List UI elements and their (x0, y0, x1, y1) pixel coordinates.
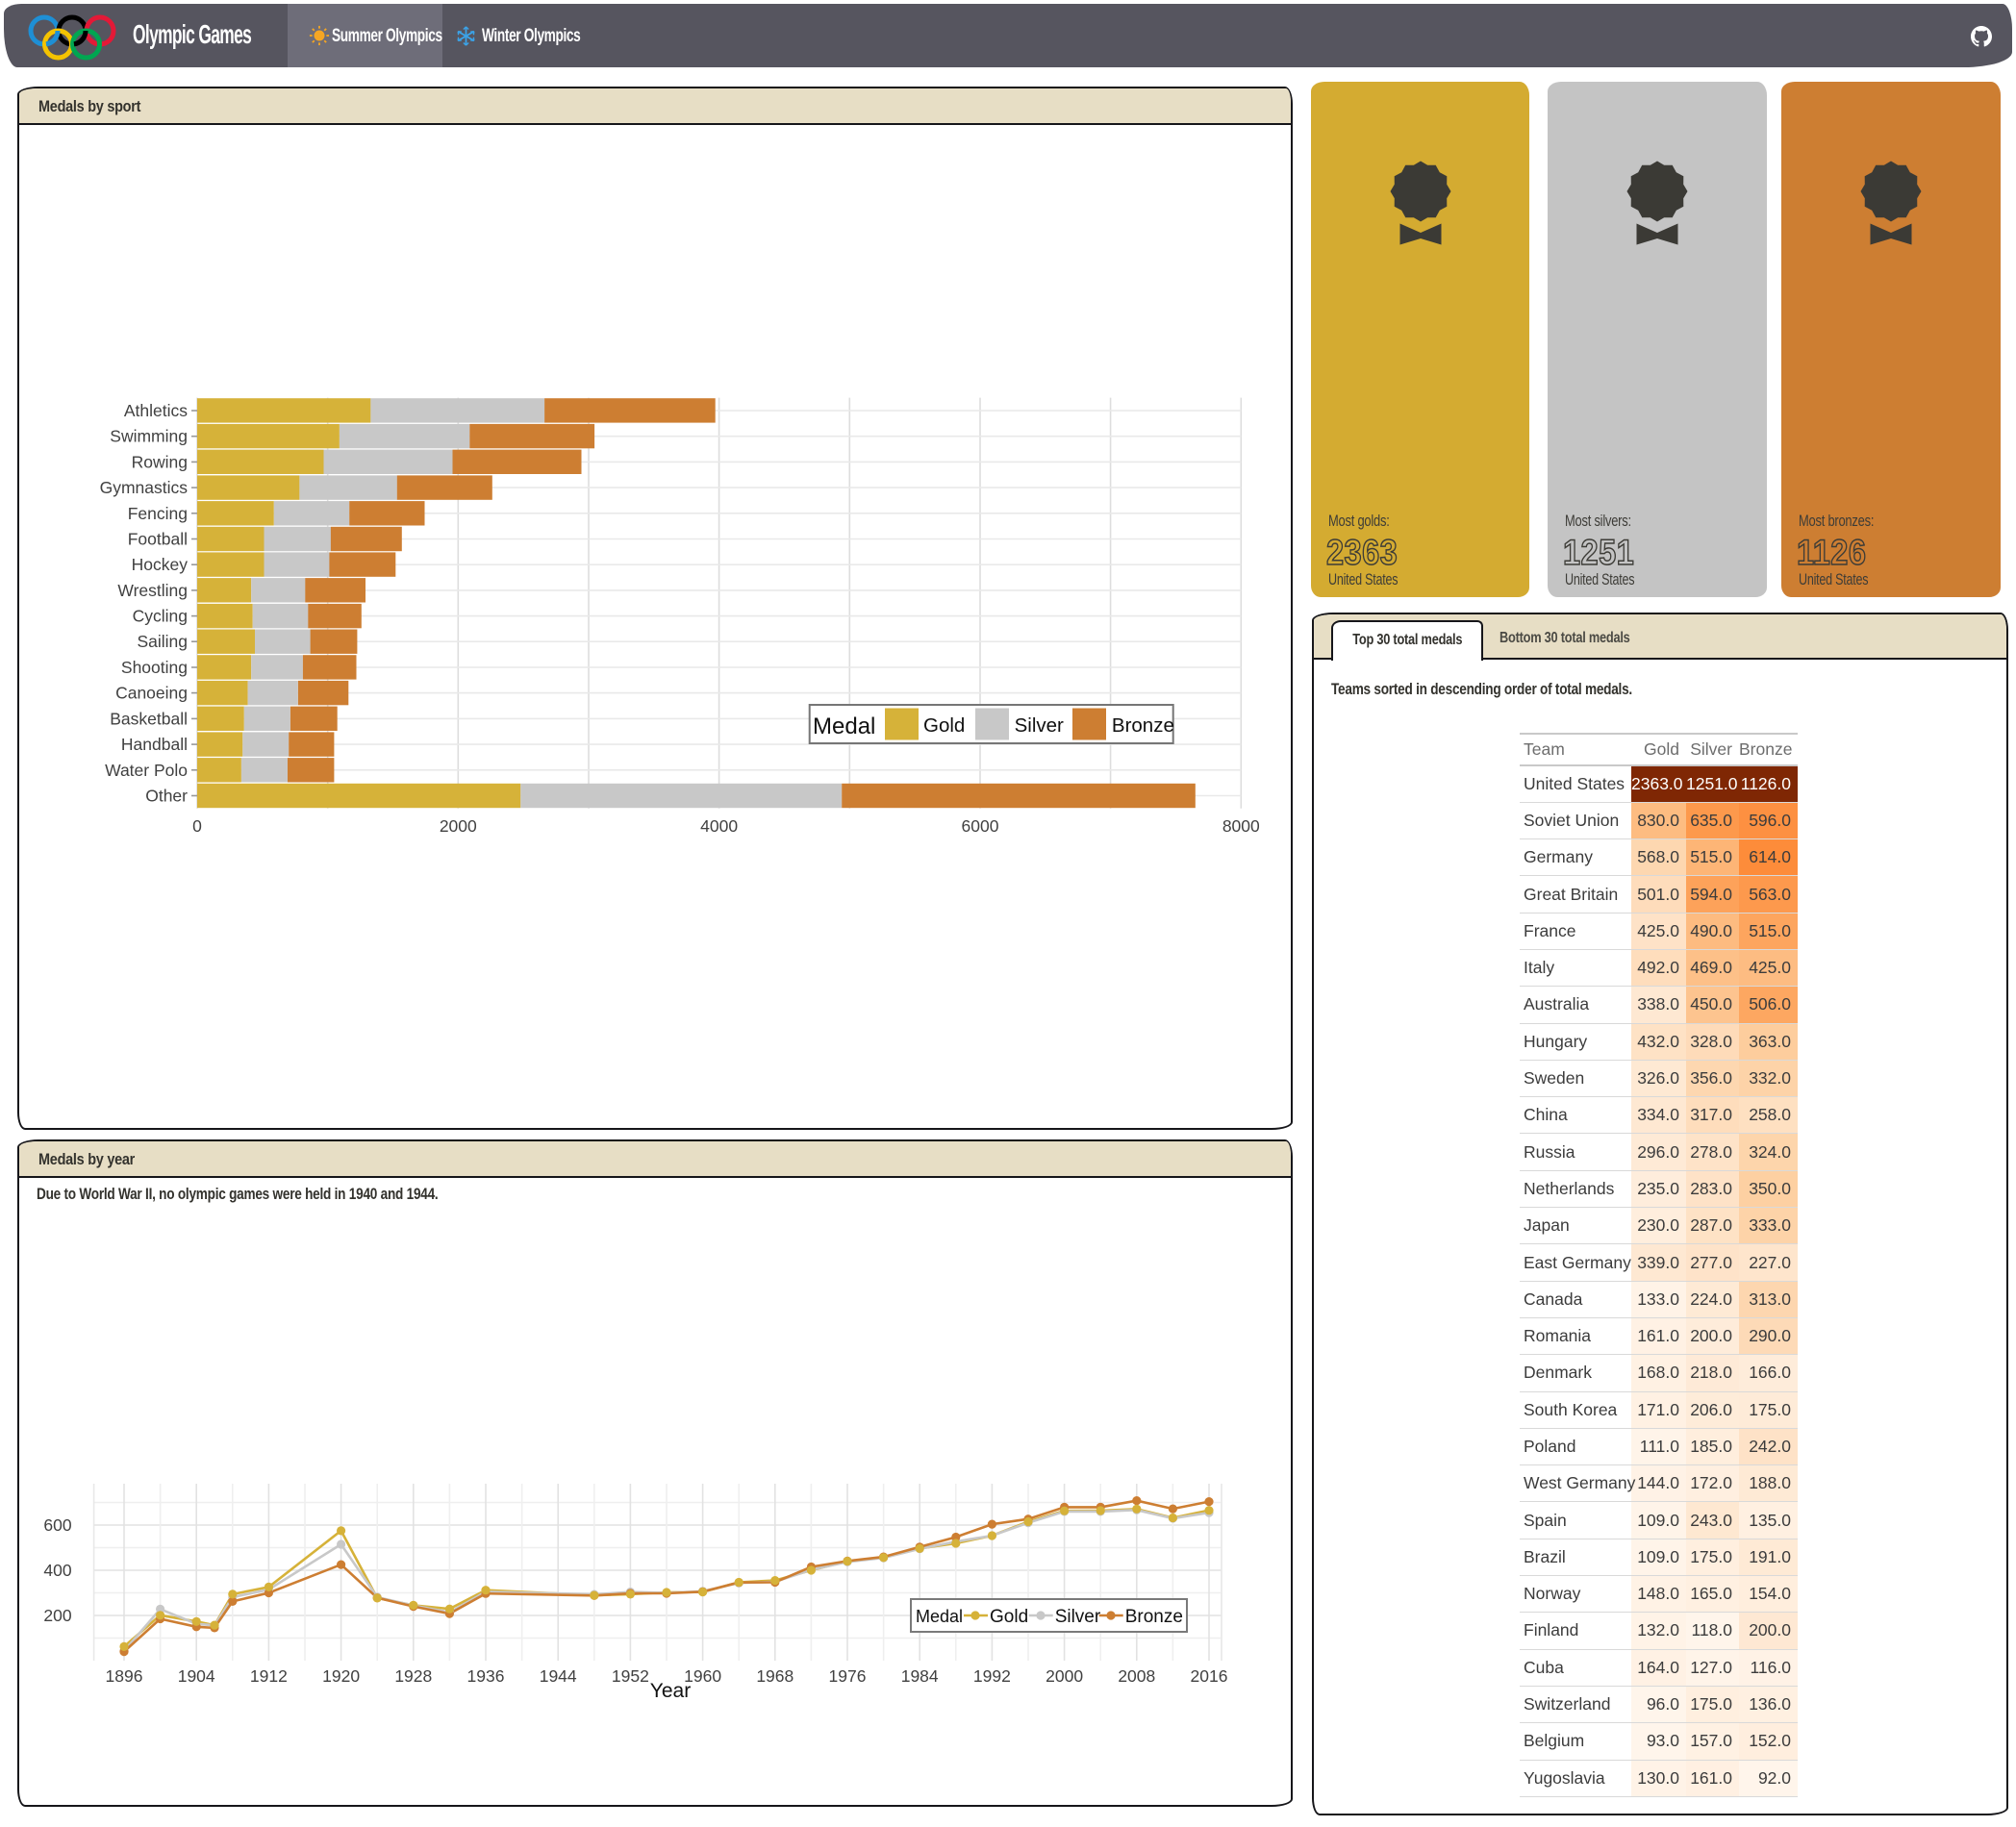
svg-text:1960: 1960 (684, 1666, 721, 1686)
svg-text:1928: 1928 (394, 1666, 432, 1686)
svg-text:Basketball: Basketball (110, 709, 188, 728)
svg-text:Water Polo: Water Polo (105, 761, 188, 780)
svg-text:4000: 4000 (700, 816, 738, 836)
svg-text:Fencing: Fencing (128, 504, 188, 523)
svg-text:Handball: Handball (121, 735, 188, 754)
svg-text:Rowing: Rowing (132, 452, 188, 471)
svg-text:0: 0 (192, 816, 202, 836)
svg-text:Gymnastics: Gymnastics (100, 478, 189, 497)
svg-text:Gold: Gold (923, 714, 965, 737)
svg-text:1904: 1904 (178, 1666, 215, 1686)
svg-text:1912: 1912 (250, 1666, 288, 1686)
svg-text:Sailing: Sailing (137, 632, 188, 651)
svg-text:1992: 1992 (973, 1666, 1011, 1686)
svg-text:1936: 1936 (467, 1666, 505, 1686)
svg-text:Silver: Silver (1055, 1607, 1101, 1627)
svg-text:8000: 8000 (1222, 816, 1260, 836)
svg-text:1952: 1952 (612, 1666, 649, 1686)
svg-text:600: 600 (43, 1515, 71, 1535)
svg-text:Year: Year (650, 1680, 691, 1702)
svg-text:Cycling: Cycling (133, 607, 188, 626)
svg-text:2000: 2000 (1046, 1666, 1083, 1686)
svg-text:Wrestling: Wrestling (117, 581, 188, 600)
svg-text:Silver: Silver (1015, 714, 1064, 737)
svg-text:6000: 6000 (962, 816, 999, 836)
svg-text:1984: 1984 (901, 1666, 939, 1686)
svg-text:1920: 1920 (322, 1666, 360, 1686)
svg-text:2016: 2016 (1191, 1666, 1228, 1686)
svg-text:1896: 1896 (106, 1666, 143, 1686)
svg-text:2008: 2008 (1118, 1666, 1155, 1686)
svg-text:1976: 1976 (829, 1666, 867, 1686)
svg-text:2000: 2000 (440, 816, 477, 836)
svg-text:Hockey: Hockey (132, 555, 189, 574)
svg-text:Other: Other (145, 787, 188, 806)
svg-text:1944: 1944 (540, 1666, 577, 1686)
svg-text:Football: Football (128, 530, 188, 549)
svg-text:Medal: Medal (916, 1607, 963, 1626)
svg-text:200: 200 (43, 1606, 71, 1625)
svg-text:Medal: Medal (813, 713, 875, 739)
svg-text:Gold: Gold (990, 1607, 1028, 1627)
svg-text:1968: 1968 (756, 1666, 794, 1686)
svg-text:400: 400 (43, 1561, 71, 1580)
svg-text:Bronze: Bronze (1125, 1607, 1183, 1627)
svg-text:Canoeing: Canoeing (115, 684, 188, 703)
svg-text:Shooting: Shooting (121, 658, 188, 677)
svg-text:Swimming: Swimming (110, 427, 188, 446)
svg-text:Athletics: Athletics (124, 401, 188, 420)
svg-text:Bronze: Bronze (1112, 714, 1174, 737)
